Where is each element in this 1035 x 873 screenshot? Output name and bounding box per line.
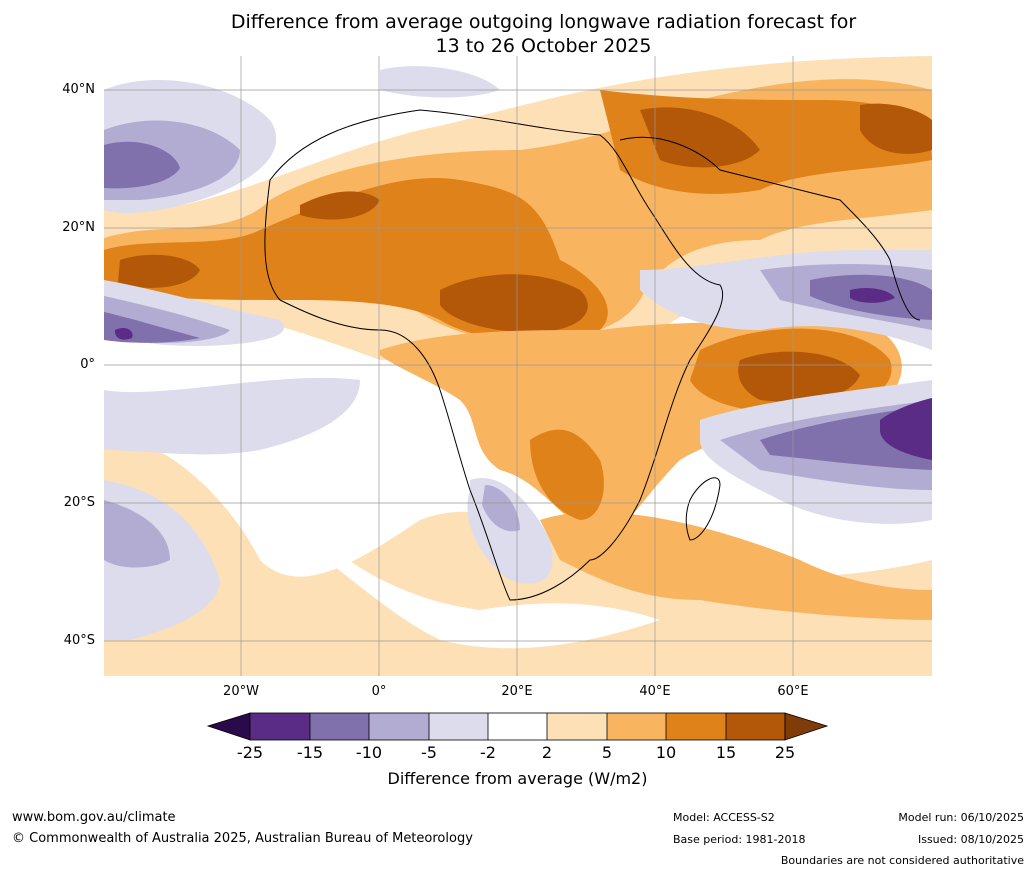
lon-label-0: 0° [371,684,387,699]
gridlines [104,56,932,676]
colorbar-swatch-2-5 [547,713,607,740]
colorbar-swatch-minus-10-minus-5 [369,713,429,740]
lon-label-20e: 20°E [501,684,533,699]
title-line-1: Difference from average outgoing longwav… [230,11,857,33]
colorbar-tick: 25 [774,743,796,762]
contour-negative-mid [104,120,932,568]
contour-negative-deep [104,141,932,470]
base-period: Base period: 1981-2018 [673,833,806,846]
colorbar-swatch-minus-25-minus-15 [250,713,310,740]
colorbar-tick: 2 [541,743,553,762]
colorbar-swatch-15-25 [726,713,785,740]
colorbar-swatch-lt-minus-25 [206,712,251,741]
colorbar-swatch-minus-2-2 [488,713,547,740]
coastline [264,109,921,601]
colorbar-tick: -5 [421,743,437,762]
lat-label-20n: 20°N [62,220,95,235]
disclaimer: Boundaries are not considered authoritat… [780,854,1024,867]
contour-north-brown [118,103,932,333]
colorbar-dividers [309,713,727,740]
lat-label-0: 0° [80,357,95,372]
title-line-2: 13 to 26 October 2025 [435,35,652,57]
colorbar-swatch-minus-5-minus-2 [429,713,488,740]
model-run: Model run: 06/10/2025 [898,811,1024,824]
model-name: Model: ACCESS-S2 [673,811,775,824]
chart-title: Difference from average outgoing longwav… [0,10,1035,58]
lon-label-20w: 20°W [223,684,259,699]
lat-label-40s: 40°S [63,633,95,648]
colorbar-tick: 5 [601,743,613,762]
colorbar-swatch-10-15 [666,713,726,740]
colorbar-tick: 10 [655,743,677,762]
lat-label-40n: 40°N [62,82,95,97]
colorbar-tick: -25 [236,743,264,762]
colorbar-frame [249,712,786,741]
colorbar-label: Difference from average (W/m2) [387,769,648,788]
contour-south-white [240,520,660,649]
website-link[interactable]: www.bom.gov.au/climate [12,810,176,825]
colorbar-swatch-5-10 [607,713,666,740]
colorbar-tick: -15 [296,743,324,762]
lon-label-40e: 40°E [639,684,671,699]
colorbar-swatch-gt-25 [784,712,829,741]
contour-indian-brown [738,351,860,402]
colorbar-tick: -2 [480,743,496,762]
issued-date: Issued: 08/10/2025 [917,833,1024,846]
lat-label-20s: 20°S [63,495,95,510]
colorbar-tick: 15 [715,743,737,762]
copyright: © Commonwealth of Australia 2025, Austra… [12,831,473,846]
lon-label-60e: 60°E [777,684,809,699]
colorbar-swatch-minus-15-minus-10 [310,713,369,740]
map-field [104,56,932,676]
colorbar-tick: -10 [355,743,383,762]
